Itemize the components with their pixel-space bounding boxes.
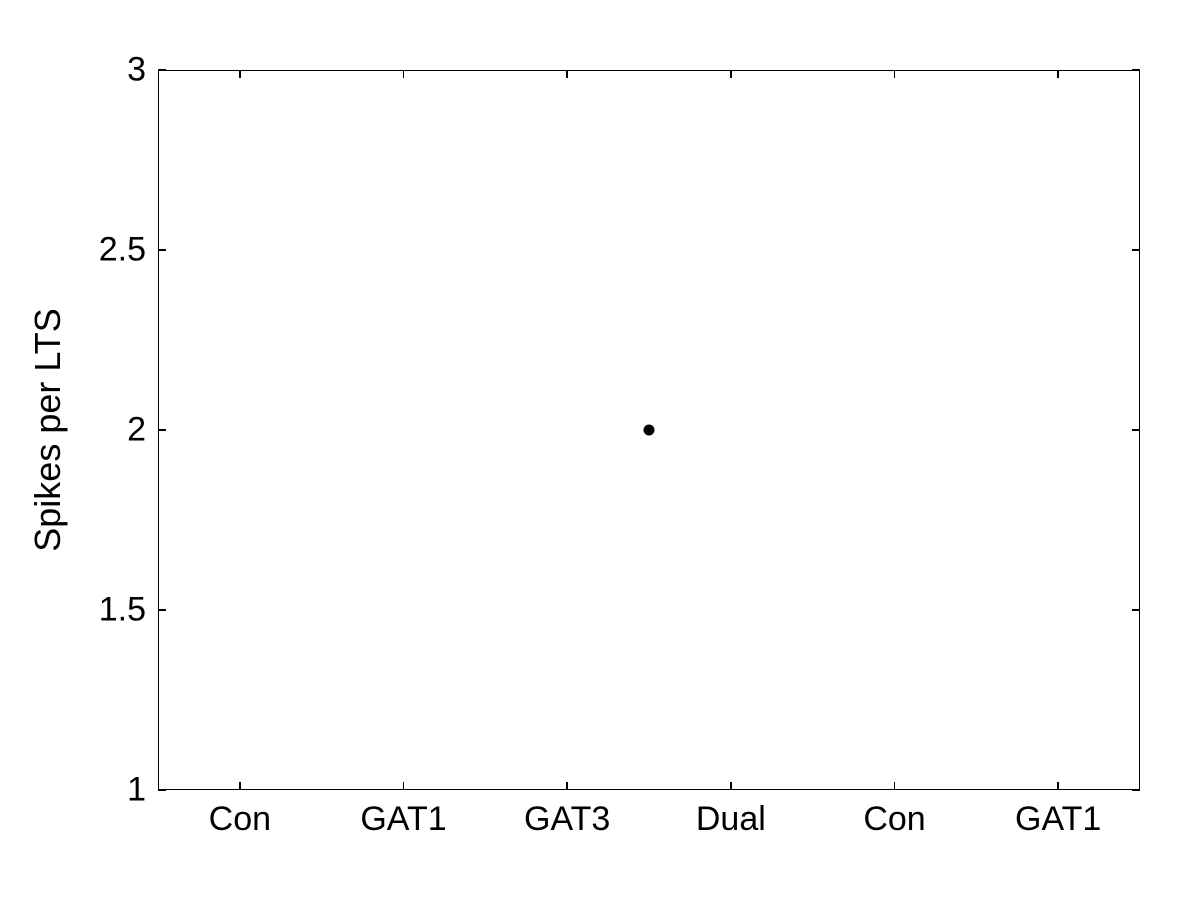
y-tick-label: 1.5 — [99, 591, 146, 630]
chart-container: 1 1.5 2 2.5 3 Con GAT1 GAT3 Dual Con GAT1 Spikes … — [0, 0, 1200, 900]
x-tick-label: Con — [863, 800, 925, 839]
y-tick-label: 2.5 — [99, 231, 146, 270]
x-tick-mark — [239, 782, 241, 790]
x-tick-mark — [1057, 782, 1059, 790]
x-tick-mark-top — [1057, 70, 1059, 78]
x-tick-label: Dual — [696, 800, 766, 839]
y-tick-mark-right — [1132, 429, 1140, 431]
x-tick-mark — [894, 782, 896, 790]
y-tick-mark — [158, 609, 166, 611]
x-tick-mark — [566, 782, 568, 790]
x-tick-mark-top — [894, 70, 896, 78]
y-tick-mark — [158, 429, 166, 431]
x-tick-mark-top — [730, 70, 732, 78]
x-tick-mark-top — [566, 70, 568, 78]
y-axis-label: Spikes per LTS — [27, 308, 69, 551]
x-tick-mark — [730, 782, 732, 790]
x-tick-label: GAT3 — [524, 800, 610, 839]
data-point — [644, 425, 655, 436]
y-tick-mark-right — [1132, 69, 1140, 71]
y-tick-mark-right — [1132, 789, 1140, 791]
y-tick-mark-right — [1132, 249, 1140, 251]
x-tick-label: GAT1 — [1015, 800, 1101, 839]
x-tick-label: GAT1 — [360, 800, 446, 839]
x-tick-mark — [403, 782, 405, 790]
y-tick-mark-right — [1132, 609, 1140, 611]
y-tick-label: 2 — [127, 411, 146, 450]
y-tick-label: 3 — [127, 51, 146, 90]
y-tick-mark — [158, 789, 166, 791]
x-tick-mark-top — [403, 70, 405, 78]
y-tick-mark — [158, 69, 166, 71]
y-tick-label: 1 — [127, 771, 146, 810]
x-tick-label: Con — [209, 800, 271, 839]
x-tick-mark-top — [239, 70, 241, 78]
y-tick-mark — [158, 249, 166, 251]
